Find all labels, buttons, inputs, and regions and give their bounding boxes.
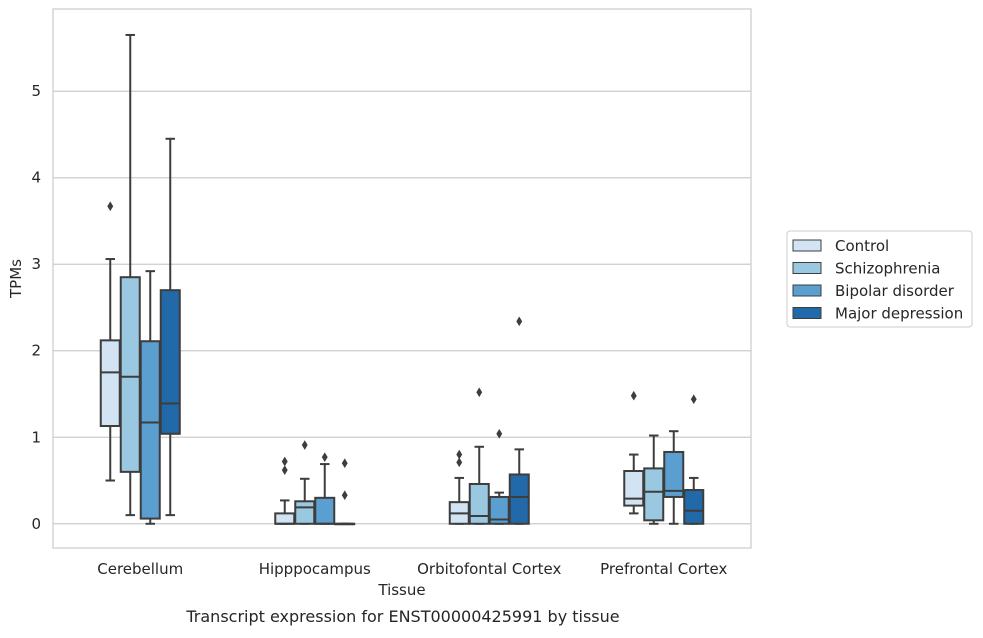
box-control (274, 456, 296, 525)
outlier-point (281, 456, 288, 467)
box-control (623, 390, 645, 515)
box-body (159, 289, 181, 435)
outlier-point (301, 440, 308, 450)
box-bipolar-disorder (314, 452, 336, 525)
outlier-point (281, 465, 288, 475)
box-major-depression (508, 316, 530, 525)
box-body (508, 473, 530, 525)
x-tick-label: Orbitofontal Cortex (417, 560, 561, 578)
legend-label: Major depression (835, 305, 963, 323)
y-tick-label: 3 (31, 255, 41, 273)
box-body (99, 339, 121, 428)
box-body (274, 512, 296, 525)
box-body (643, 467, 665, 522)
outlier-point (690, 394, 697, 405)
outlier-point (456, 457, 463, 468)
x-tick-label: Hipppocampus (259, 560, 371, 578)
plot-frame (52, 8, 752, 549)
y-tick-label: 2 (31, 342, 41, 360)
legend-swatch (792, 307, 822, 319)
y-tick-label: 4 (31, 169, 41, 187)
box-control (448, 449, 470, 525)
box-major-depression (683, 394, 705, 525)
x-axis-label: Tissue (377, 581, 425, 599)
legend-label: Control (835, 237, 889, 255)
boxes (99, 33, 705, 526)
x-tick-label: Prefrontal Cortex (600, 560, 727, 578)
y-tick-label: 5 (31, 82, 41, 100)
box-schizophrenia (468, 387, 490, 525)
outlier-point (476, 387, 483, 398)
figure-caption: Transcript expression for ENST0000042599… (185, 607, 619, 626)
outlier-point (341, 458, 348, 469)
x-tick-label: Cerebellum (97, 560, 183, 578)
box-body (683, 489, 705, 525)
legend-label: Bipolar disorder (835, 282, 955, 300)
box-schizophrenia (119, 33, 141, 517)
legend-swatch (792, 239, 822, 252)
box-body (314, 496, 336, 525)
box-body (468, 482, 490, 525)
box-schizophrenia (294, 440, 316, 525)
box-control (99, 201, 121, 482)
box-bipolar-disorder (139, 270, 161, 525)
box-body (663, 450, 685, 498)
legend-swatch (792, 284, 822, 297)
legend-swatch (792, 262, 822, 274)
y-tick-labels: 0 1 2 3 4 5 (31, 82, 41, 533)
y-tick-label: 0 (31, 515, 41, 533)
box-body (623, 470, 645, 507)
legend-label: Schizophrenia (835, 260, 940, 278)
legend: Control Schizophrenia Bipolar disorder Majo… (786, 230, 973, 328)
y-axis-label: TPMs (7, 259, 25, 299)
box-body (119, 276, 141, 473)
legend-frame (786, 230, 973, 328)
x-tick-labels: Cerebellum Hipppocampus Orbitofontal Corte… (97, 560, 727, 578)
y-tick-label: 1 (31, 428, 41, 446)
box-major-depression (159, 137, 181, 517)
box-bipolar-disorder (663, 430, 685, 525)
box-body (139, 340, 161, 520)
box-schizophrenia (643, 434, 665, 525)
outlier-point (496, 428, 503, 439)
outlier-point (456, 449, 463, 460)
box-bipolar-disorder (488, 428, 510, 525)
outlier-point (321, 452, 328, 462)
outlier-point (630, 390, 637, 401)
outlier-point (341, 490, 348, 501)
box-body (294, 500, 316, 525)
outlier-point (516, 316, 523, 327)
box-major-depression (334, 458, 356, 526)
outlier-point (107, 201, 114, 212)
